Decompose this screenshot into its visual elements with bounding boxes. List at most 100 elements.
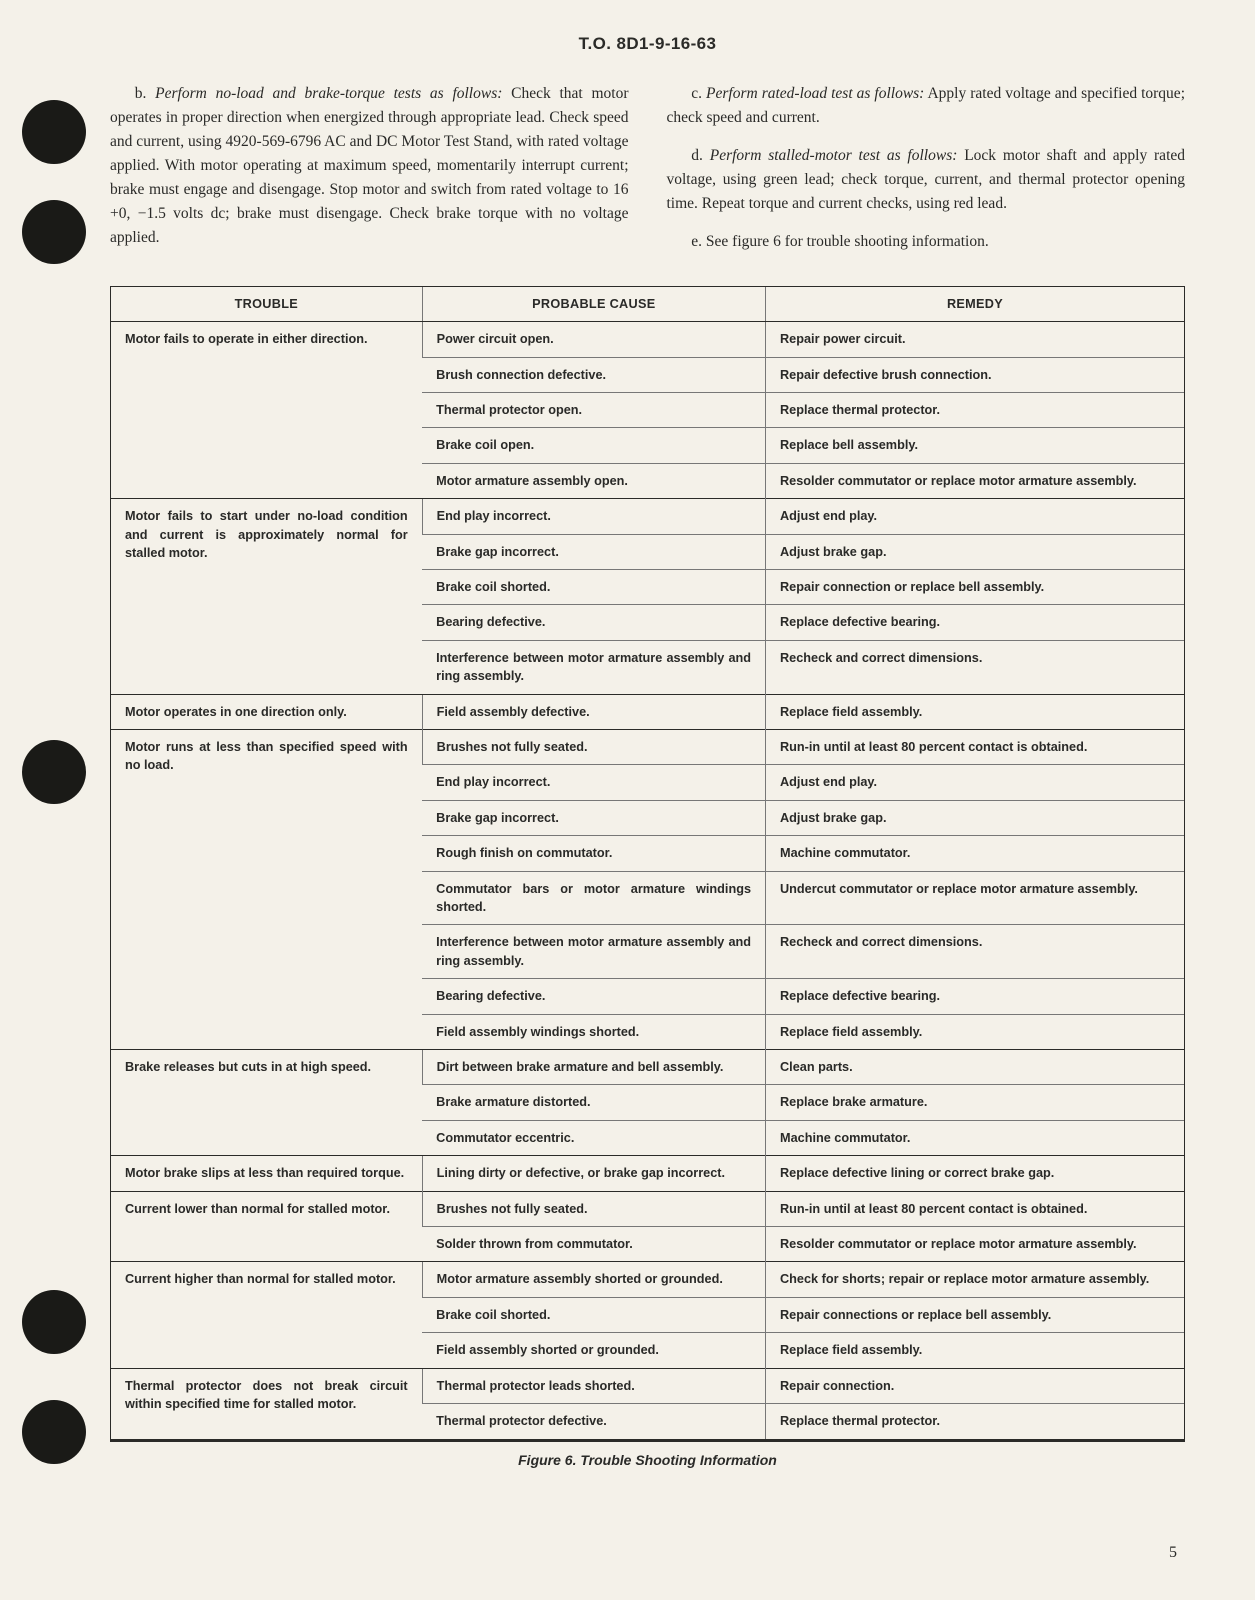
- col-remedy: REMEDY: [766, 287, 1184, 322]
- remedy-cell: Replace brake armature.: [766, 1085, 1184, 1120]
- paragraph-b: b. Perform no-load and brake-torque test…: [110, 82, 629, 250]
- remedy-cell: Undercut commutator or replace motor arm…: [766, 871, 1184, 925]
- table-row: Thermal protector does not break circuit…: [111, 1368, 1184, 1403]
- remedy-cell: Machine commutator.: [766, 1120, 1184, 1155]
- para-c-ital: Perform rated-load test as follows:: [706, 85, 924, 102]
- table-row: Motor runs at less than specified speed …: [111, 729, 1184, 764]
- cause-cell: Bearing defective.: [422, 605, 765, 640]
- cause-cell: Thermal protector open.: [422, 392, 765, 427]
- troubleshooting-table: TROUBLE PROBABLE CAUSE REMEDY Motor fail…: [111, 287, 1184, 1438]
- cause-cell: Brake coil open.: [422, 428, 765, 463]
- trouble-cell: Motor runs at less than specified speed …: [111, 729, 422, 1049]
- punch-hole: [22, 740, 86, 804]
- trouble-cell: Motor operates in one direction only.: [111, 694, 422, 729]
- punch-hole: [22, 1290, 86, 1354]
- remedy-cell: Clean parts.: [766, 1050, 1184, 1085]
- remedy-cell: Check for shorts; repair or replace moto…: [766, 1262, 1184, 1297]
- trouble-cell: Brake releases but cuts in at high speed…: [111, 1050, 422, 1156]
- cause-cell: Rough finish on commutator.: [422, 836, 765, 871]
- remedy-cell: Recheck and correct dimensions.: [766, 640, 1184, 694]
- para-c-label: c.: [691, 85, 706, 102]
- remedy-cell: Repair connection or replace bell assemb…: [766, 569, 1184, 604]
- remedy-cell: Replace field assembly.: [766, 694, 1184, 729]
- trouble-cell: Thermal protector does not break circuit…: [111, 1368, 422, 1438]
- cause-cell: Thermal protector leads shorted.: [422, 1368, 765, 1403]
- remedy-cell: Repair power circuit.: [766, 322, 1184, 357]
- remedy-cell: Machine commutator.: [766, 836, 1184, 871]
- cause-cell: Commutator eccentric.: [422, 1120, 765, 1155]
- cause-cell: Commutator bars or motor armature windin…: [422, 871, 765, 925]
- trouble-cell: Motor brake slips at less than required …: [111, 1156, 422, 1191]
- cause-cell: Thermal protector defective.: [422, 1404, 765, 1439]
- table-row: Motor fails to operate in either directi…: [111, 322, 1184, 357]
- table-row: Brake releases but cuts in at high speed…: [111, 1050, 1184, 1085]
- cause-cell: Field assembly windings shorted.: [422, 1014, 765, 1049]
- document-header: T.O. 8D1-9-16-63: [110, 34, 1185, 54]
- trouble-cell: Motor fails to operate in either directi…: [111, 322, 422, 499]
- page-number: 5: [1169, 1544, 1177, 1562]
- remedy-cell: Repair defective brush connection.: [766, 357, 1184, 392]
- remedy-cell: Run-in until at least 80 percent contact…: [766, 1191, 1184, 1226]
- cause-cell: Motor armature assembly shorted or groun…: [422, 1262, 765, 1297]
- paragraph-c: c. Perform rated-load test as follows: A…: [667, 82, 1186, 130]
- remedy-cell: Adjust brake gap.: [766, 534, 1184, 569]
- cause-cell: Interference between motor armature asse…: [422, 640, 765, 694]
- paragraph-d: d. Perform stalled-motor test as follows…: [667, 144, 1186, 216]
- remedy-cell: Run-in until at least 80 percent contact…: [766, 729, 1184, 764]
- para-b-label: b.: [135, 85, 155, 102]
- col-trouble: TROUBLE: [111, 287, 422, 322]
- para-d-label: d.: [691, 147, 709, 164]
- cause-cell: Brake gap incorrect.: [422, 800, 765, 835]
- table-row: Motor operates in one direction only.Fie…: [111, 694, 1184, 729]
- cause-cell: End play incorrect.: [422, 765, 765, 800]
- paragraph-e: e. See figure 6 for trouble shooting inf…: [667, 230, 1186, 254]
- cause-cell: Brake armature distorted.: [422, 1085, 765, 1120]
- table-head: TROUBLE PROBABLE CAUSE REMEDY: [111, 287, 1184, 322]
- table-row: Motor fails to start under no-load condi…: [111, 499, 1184, 534]
- cause-cell: Dirt between brake armature and bell ass…: [422, 1050, 765, 1085]
- remedy-cell: Repair connection.: [766, 1368, 1184, 1403]
- remedy-cell: Recheck and correct dimensions.: [766, 925, 1184, 979]
- punch-hole: [22, 200, 86, 264]
- punch-hole: [22, 100, 86, 164]
- remedy-cell: Replace bell assembly.: [766, 428, 1184, 463]
- para-b-body: Check that motor operates in proper dire…: [110, 85, 629, 246]
- cause-cell: Brake gap incorrect.: [422, 534, 765, 569]
- remedy-cell: Replace thermal protector.: [766, 1404, 1184, 1439]
- body-columns: b. Perform no-load and brake-torque test…: [110, 82, 1185, 268]
- cause-cell: Power circuit open.: [422, 322, 765, 357]
- figure-caption: Figure 6. Trouble Shooting Information: [110, 1452, 1185, 1468]
- remedy-cell: Adjust end play.: [766, 499, 1184, 534]
- remedy-cell: Replace defective bearing.: [766, 605, 1184, 640]
- cause-cell: Brake coil shorted.: [422, 1297, 765, 1332]
- cause-cell: Interference between motor armature asse…: [422, 925, 765, 979]
- remedy-cell: Replace thermal protector.: [766, 392, 1184, 427]
- para-b-ital: Perform no-load and brake-torque tests a…: [155, 85, 502, 102]
- cause-cell: Brake coil shorted.: [422, 569, 765, 604]
- trouble-cell: Current higher than normal for stalled m…: [111, 1262, 422, 1368]
- cause-cell: Field assembly shorted or grounded.: [422, 1333, 765, 1368]
- remedy-cell: Replace defective lining or correct brak…: [766, 1156, 1184, 1191]
- trouble-cell: Current lower than normal for stalled mo…: [111, 1191, 422, 1262]
- cause-cell: Motor armature assembly open.: [422, 463, 765, 498]
- remedy-cell: Resolder commutator or replace motor arm…: [766, 1227, 1184, 1262]
- page: T.O. 8D1-9-16-63 b. Perform no-load and …: [0, 0, 1255, 1600]
- troubleshooting-table-wrap: TROUBLE PROBABLE CAUSE REMEDY Motor fail…: [110, 286, 1185, 1441]
- cause-cell: Brushes not fully seated.: [422, 1191, 765, 1226]
- right-column: c. Perform rated-load test as follows: A…: [667, 82, 1186, 268]
- para-d-ital: Perform stalled-motor test as follows:: [710, 147, 958, 164]
- cause-cell: Bearing defective.: [422, 979, 765, 1014]
- cause-cell: Brush connection defective.: [422, 357, 765, 392]
- cause-cell: Brushes not fully seated.: [422, 729, 765, 764]
- remedy-cell: Adjust end play.: [766, 765, 1184, 800]
- col-cause: PROBABLE CAUSE: [422, 287, 765, 322]
- remedy-cell: Resolder commutator or replace motor arm…: [766, 463, 1184, 498]
- table-row: Current higher than normal for stalled m…: [111, 1262, 1184, 1297]
- table-row: Motor brake slips at less than required …: [111, 1156, 1184, 1191]
- cause-cell: Field assembly defective.: [422, 694, 765, 729]
- remedy-cell: Replace field assembly.: [766, 1014, 1184, 1049]
- cause-cell: Lining dirty or defective, or brake gap …: [422, 1156, 765, 1191]
- table-row: Current lower than normal for stalled mo…: [111, 1191, 1184, 1226]
- remedy-cell: Repair connections or replace bell assem…: [766, 1297, 1184, 1332]
- remedy-cell: Replace field assembly.: [766, 1333, 1184, 1368]
